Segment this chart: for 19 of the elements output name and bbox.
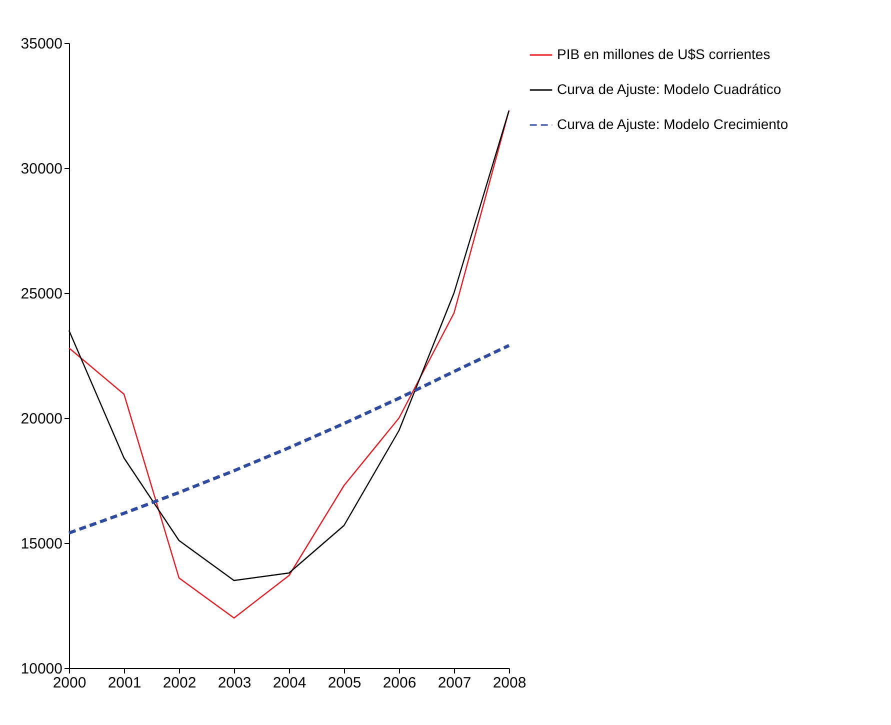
x-tick-label: 2000 (52, 674, 86, 692)
line-series (67, 344, 511, 535)
x-tick-label: 2004 (272, 674, 306, 692)
y-tick-label: 10000 (20, 660, 62, 678)
x-tick-label: 2006 (382, 674, 416, 692)
x-tick-label: 2002 (162, 674, 196, 692)
x-tick-label: 2007 (438, 674, 472, 692)
x-tick-label: 2005 (328, 674, 362, 692)
y-tick-label: 35000 (20, 36, 62, 52)
legend-label: Curva de Ajuste: Modelo Crecimiento (557, 116, 788, 132)
x-tick-label: 2001 (108, 674, 142, 692)
legend-label: Curva de Ajuste: Modelo Cuadrático (557, 81, 782, 97)
y-tick-label: 30000 (20, 160, 62, 178)
y-tick-label: 15000 (20, 536, 62, 552)
y-tick-label: 20000 (20, 410, 62, 428)
y-tick-label: 25000 (20, 286, 62, 302)
x-tick-label: 2003 (218, 674, 252, 692)
x-tick-label: 2008 (492, 674, 526, 692)
legend-label: PIB en millones de U$S corrientes (557, 46, 770, 62)
